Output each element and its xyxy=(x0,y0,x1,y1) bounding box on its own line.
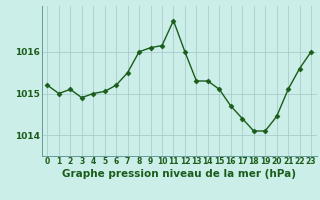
X-axis label: Graphe pression niveau de la mer (hPa): Graphe pression niveau de la mer (hPa) xyxy=(62,169,296,179)
